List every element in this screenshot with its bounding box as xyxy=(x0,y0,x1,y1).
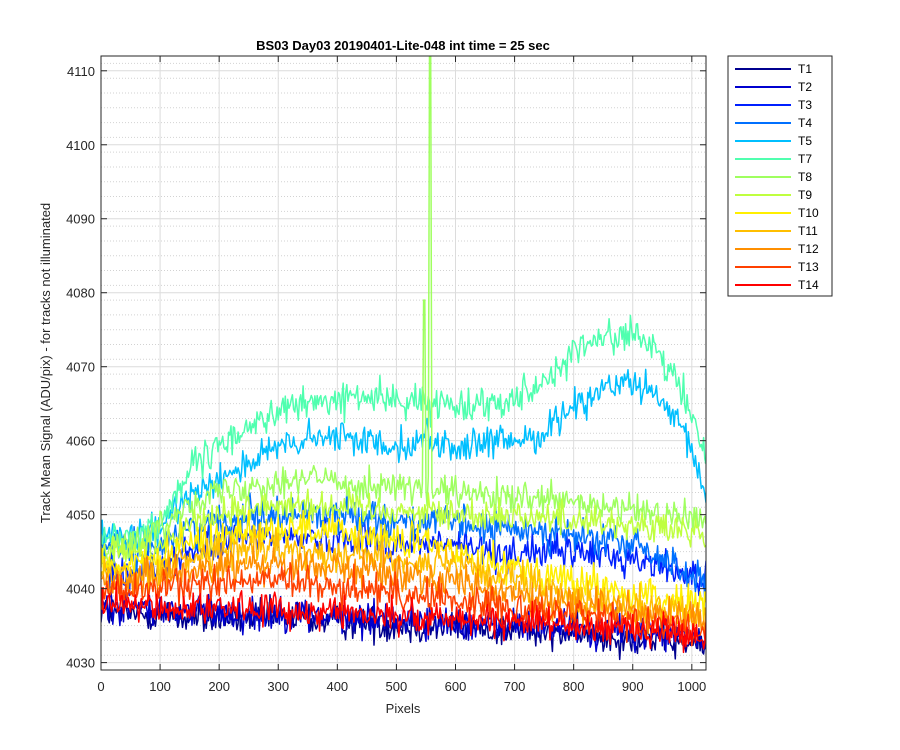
x-axis-label: Pixels xyxy=(386,701,421,716)
y-tick-label: 4070 xyxy=(66,360,95,375)
legend-label-t14: T14 xyxy=(798,278,819,292)
minor-gridlines xyxy=(101,62,706,671)
y-tick-label: 4080 xyxy=(66,286,95,301)
legend-label-t13: T13 xyxy=(798,260,819,274)
series-line-t14 xyxy=(101,581,706,654)
legend-label-t3: T3 xyxy=(798,98,812,112)
axes-box xyxy=(100,55,707,671)
legend-label-t11: T11 xyxy=(798,224,818,238)
y-tick-label: 4060 xyxy=(66,434,95,449)
x-tick-label: 300 xyxy=(267,679,289,694)
x-tick-label: 900 xyxy=(622,679,644,694)
y-tick-label: 4110 xyxy=(67,64,95,79)
x-tick-label: 800 xyxy=(563,679,585,694)
legend-label-t12: T12 xyxy=(798,242,819,256)
legend-label-t7: T7 xyxy=(798,152,812,166)
legend-label-t1: T1 xyxy=(798,62,812,76)
y-axis-label: Track Mean Signal (ADU/pix) - for tracks… xyxy=(38,203,53,523)
y-tick-labels: 4030 4040 4050 4060 4070 4080 4090 4100 4110 xyxy=(66,64,95,671)
x-tick-label: 600 xyxy=(445,679,467,694)
x-tick-label: 200 xyxy=(208,679,230,694)
y-tick-label: 4030 xyxy=(66,656,95,671)
x-tick-labels: 0 100 200 300 400 500 600 700 800 900 1000 xyxy=(97,679,706,694)
series-line-t7 xyxy=(101,314,706,555)
y-tick-label: 4040 xyxy=(66,582,95,597)
x-tick-label: 400 xyxy=(326,679,348,694)
legend-label-t2: T2 xyxy=(798,80,812,94)
x-tick-label: 700 xyxy=(504,679,526,694)
legend-label-t10: T10 xyxy=(798,206,819,220)
y-tick-label: 4090 xyxy=(66,212,95,227)
series-line-t8 xyxy=(101,56,706,560)
series-layer xyxy=(101,56,706,661)
y-tick-label: 4050 xyxy=(66,508,95,523)
x-tick-label: 100 xyxy=(149,679,171,694)
x-tick-label: 0 xyxy=(97,679,104,694)
legend-label-t8: T8 xyxy=(798,170,812,184)
legend-label-t9: T9 xyxy=(798,188,812,202)
x-tick-label: 500 xyxy=(386,679,408,694)
series-line-t5 xyxy=(101,368,706,551)
series-line-t10 xyxy=(101,509,706,629)
x-tick-label: 1000 xyxy=(677,679,706,694)
legend-label-t5: T5 xyxy=(798,134,812,148)
legend[interactable]: T1 T2 T3 T4 T5 T7 T8 T9 T10 T11 T12 T13 T14 xyxy=(727,55,833,297)
y-tick-label: 4100 xyxy=(66,138,95,153)
chart-title: BS03 Day03 20190401-Lite-048 int time = … xyxy=(256,38,550,53)
legend-label-t4: T4 xyxy=(798,116,812,130)
axis-ticks xyxy=(100,56,706,670)
